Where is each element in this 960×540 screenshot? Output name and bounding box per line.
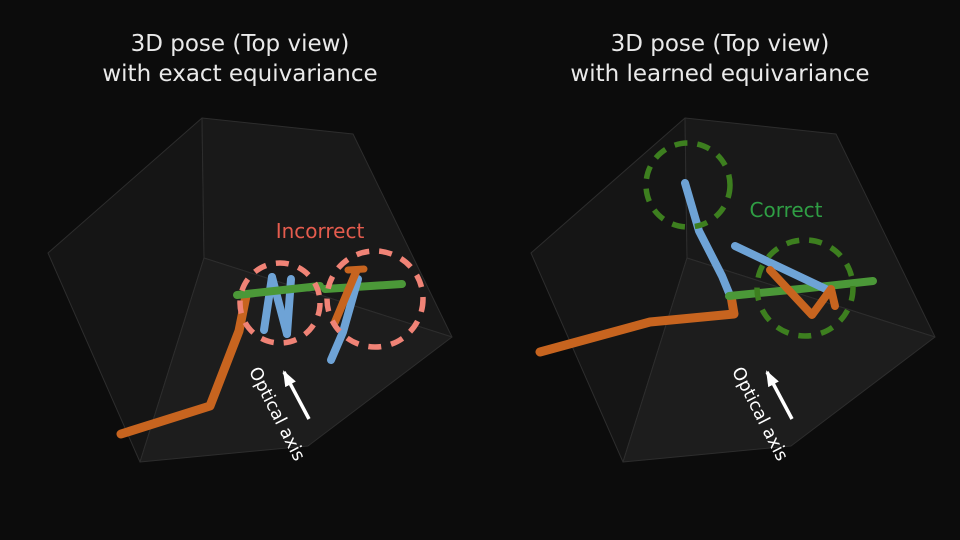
optical-axis-arrow <box>765 370 794 420</box>
orange-bone <box>331 268 360 326</box>
title-line-2: with exact equivariance <box>102 61 378 87</box>
blue-bone <box>327 275 362 364</box>
green-bone <box>321 280 406 293</box>
green-bone <box>233 282 324 299</box>
title-line-1: 3D pose (Top view) <box>610 31 830 57</box>
panel-left <box>47 117 453 463</box>
title-line-1: 3D pose (Top view) <box>130 31 350 57</box>
green-bone <box>725 277 877 300</box>
panel-title-right: 3D pose (Top view) with learned equivari… <box>480 29 960 89</box>
annotation-correct: Correct <box>749 198 823 222</box>
orange-bone <box>116 291 251 439</box>
orange-bone <box>766 266 839 319</box>
title-line-2: with learned equivariance <box>570 61 870 87</box>
incorrect-dashed-circle <box>324 248 426 350</box>
orange-bone <box>535 291 739 357</box>
blue-bone <box>731 242 834 295</box>
orange-bone <box>344 265 368 274</box>
incorrect-dashed-circle <box>237 260 323 346</box>
optical-axis-arrow <box>282 370 311 420</box>
cube-face-front <box>622 257 936 463</box>
annotation-incorrect: Incorrect <box>275 219 365 243</box>
blue-bone <box>681 179 733 297</box>
correct-dashed-circle <box>754 237 856 339</box>
correct-dashed-circle <box>643 140 733 230</box>
panel-right <box>530 117 936 463</box>
panel-title-left: 3D pose (Top view) with exact equivarian… <box>0 29 480 89</box>
cube-face-front <box>139 257 453 463</box>
